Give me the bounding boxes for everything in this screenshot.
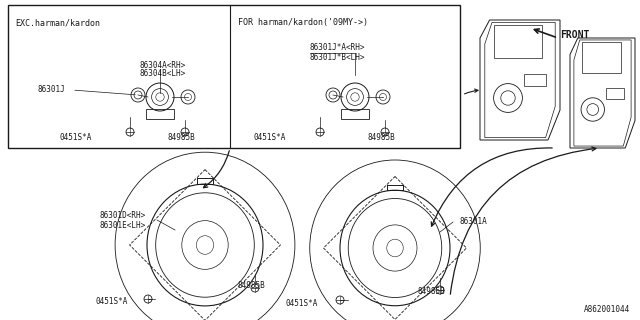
Text: 86301D<RH>: 86301D<RH> [100, 211, 147, 220]
Bar [146, 109, 174, 119]
Text: 86301J: 86301J [38, 85, 66, 94]
Text: 84985B: 84985B [418, 287, 445, 297]
Text: 86301A: 86301A [460, 218, 488, 227]
Text: 0451S*A: 0451S*A [95, 298, 127, 307]
Text: 86301E<LH>: 86301E<LH> [100, 220, 147, 229]
Text: 86301J*B<LH>: 86301J*B<LH> [310, 53, 365, 62]
Text: FRONT: FRONT [560, 30, 589, 40]
Text: EXC.harman/kardon: EXC.harman/kardon [15, 18, 100, 27]
Bar [341, 109, 369, 119]
Bar [582, 42, 621, 73]
Bar [524, 74, 547, 86]
Bar [605, 87, 624, 99]
Bar [8, 5, 460, 148]
Text: 84985B: 84985B [168, 133, 196, 142]
Text: 84985B: 84985B [367, 133, 395, 142]
Text: 0451S*A: 0451S*A [285, 300, 317, 308]
Bar [494, 25, 543, 59]
Text: 86301J*A<RH>: 86301J*A<RH> [310, 44, 365, 52]
Text: 86304A<RH>: 86304A<RH> [140, 60, 186, 69]
Text: FOR harman/kardon('09MY->): FOR harman/kardon('09MY->) [238, 18, 368, 27]
Text: 0451S*A: 0451S*A [253, 133, 285, 142]
Text: 86304B<LH>: 86304B<LH> [140, 69, 186, 78]
Text: 0451S*A: 0451S*A [60, 133, 92, 142]
Text: A862001044: A862001044 [584, 305, 630, 314]
Text: 84985B: 84985B [238, 281, 266, 290]
